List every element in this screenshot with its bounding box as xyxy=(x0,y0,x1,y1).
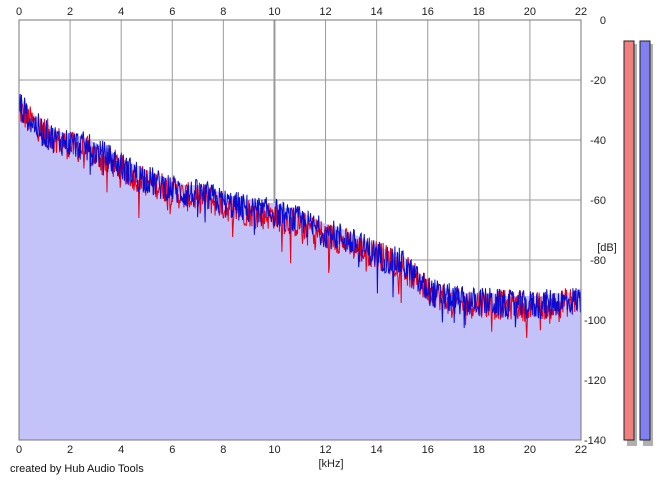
y-tick-label: -20 xyxy=(590,75,606,87)
y-tick-labels: 0 -20 -40 -60 -80 -100 -120 -140 xyxy=(584,15,606,447)
x-tick-label-top: 14 xyxy=(371,6,383,18)
x-tick-label-top: 4 xyxy=(118,6,124,18)
x-tick-label-top: 22 xyxy=(575,6,587,18)
traces xyxy=(18,93,582,338)
y-tick-label: -40 xyxy=(590,135,606,147)
x-tick-label-bottom: 22 xyxy=(575,444,587,456)
y-tick-label: 0 xyxy=(600,15,606,27)
x-tick-label-bottom: 8 xyxy=(220,444,226,456)
x-tick-label-bottom: 18 xyxy=(473,444,485,456)
x-tick-label-top: 0 xyxy=(16,6,22,18)
x-tick-label-top: 18 xyxy=(473,6,485,18)
level-meter-left xyxy=(623,40,635,441)
x-tick-label-top: 2 xyxy=(67,6,73,18)
x-tick-labels-top: 0 2 4 6 8 10 12 14 16 18 20 22 xyxy=(16,6,587,18)
y-tick-label: -100 xyxy=(584,315,606,327)
x-tick-label-bottom: 4 xyxy=(118,444,124,456)
x-tick-label-bottom: 12 xyxy=(319,444,331,456)
y-tick-label: -80 xyxy=(590,255,606,267)
credit-text: created by Hub Audio Tools xyxy=(10,463,144,475)
level-meter-right xyxy=(639,40,651,441)
plot-frame xyxy=(18,19,582,441)
x-tick-label-bottom: 10 xyxy=(268,444,280,456)
series-right-channel xyxy=(18,93,582,328)
level-meters xyxy=(623,40,653,446)
y-tick-label: -140 xyxy=(584,435,606,447)
x-tick-label-bottom: 2 xyxy=(67,444,73,456)
x-tick-label-bottom: 16 xyxy=(422,444,434,456)
y-axis-label: [dB] xyxy=(597,242,617,254)
x-tick-labels-bottom: 0 2 4 6 8 10 12 14 16 18 20 22 xyxy=(16,444,587,456)
y-tick-label: -60 xyxy=(590,195,606,207)
x-tick-label-top: 10 xyxy=(268,6,280,18)
x-tick-label-top: 16 xyxy=(422,6,434,18)
x-tick-label-top: 12 xyxy=(319,6,331,18)
x-axis-label: [kHz] xyxy=(318,458,343,470)
x-tick-label-top: 8 xyxy=(220,6,226,18)
x-tick-label-bottom: 0 xyxy=(16,444,22,456)
y-tick-label: -120 xyxy=(584,375,606,387)
x-tick-label-top: 6 xyxy=(169,6,175,18)
x-tick-label-bottom: 14 xyxy=(371,444,383,456)
x-tick-label-top: 20 xyxy=(524,6,536,18)
x-tick-label-bottom: 6 xyxy=(169,444,175,456)
x-tick-label-bottom: 20 xyxy=(524,444,536,456)
